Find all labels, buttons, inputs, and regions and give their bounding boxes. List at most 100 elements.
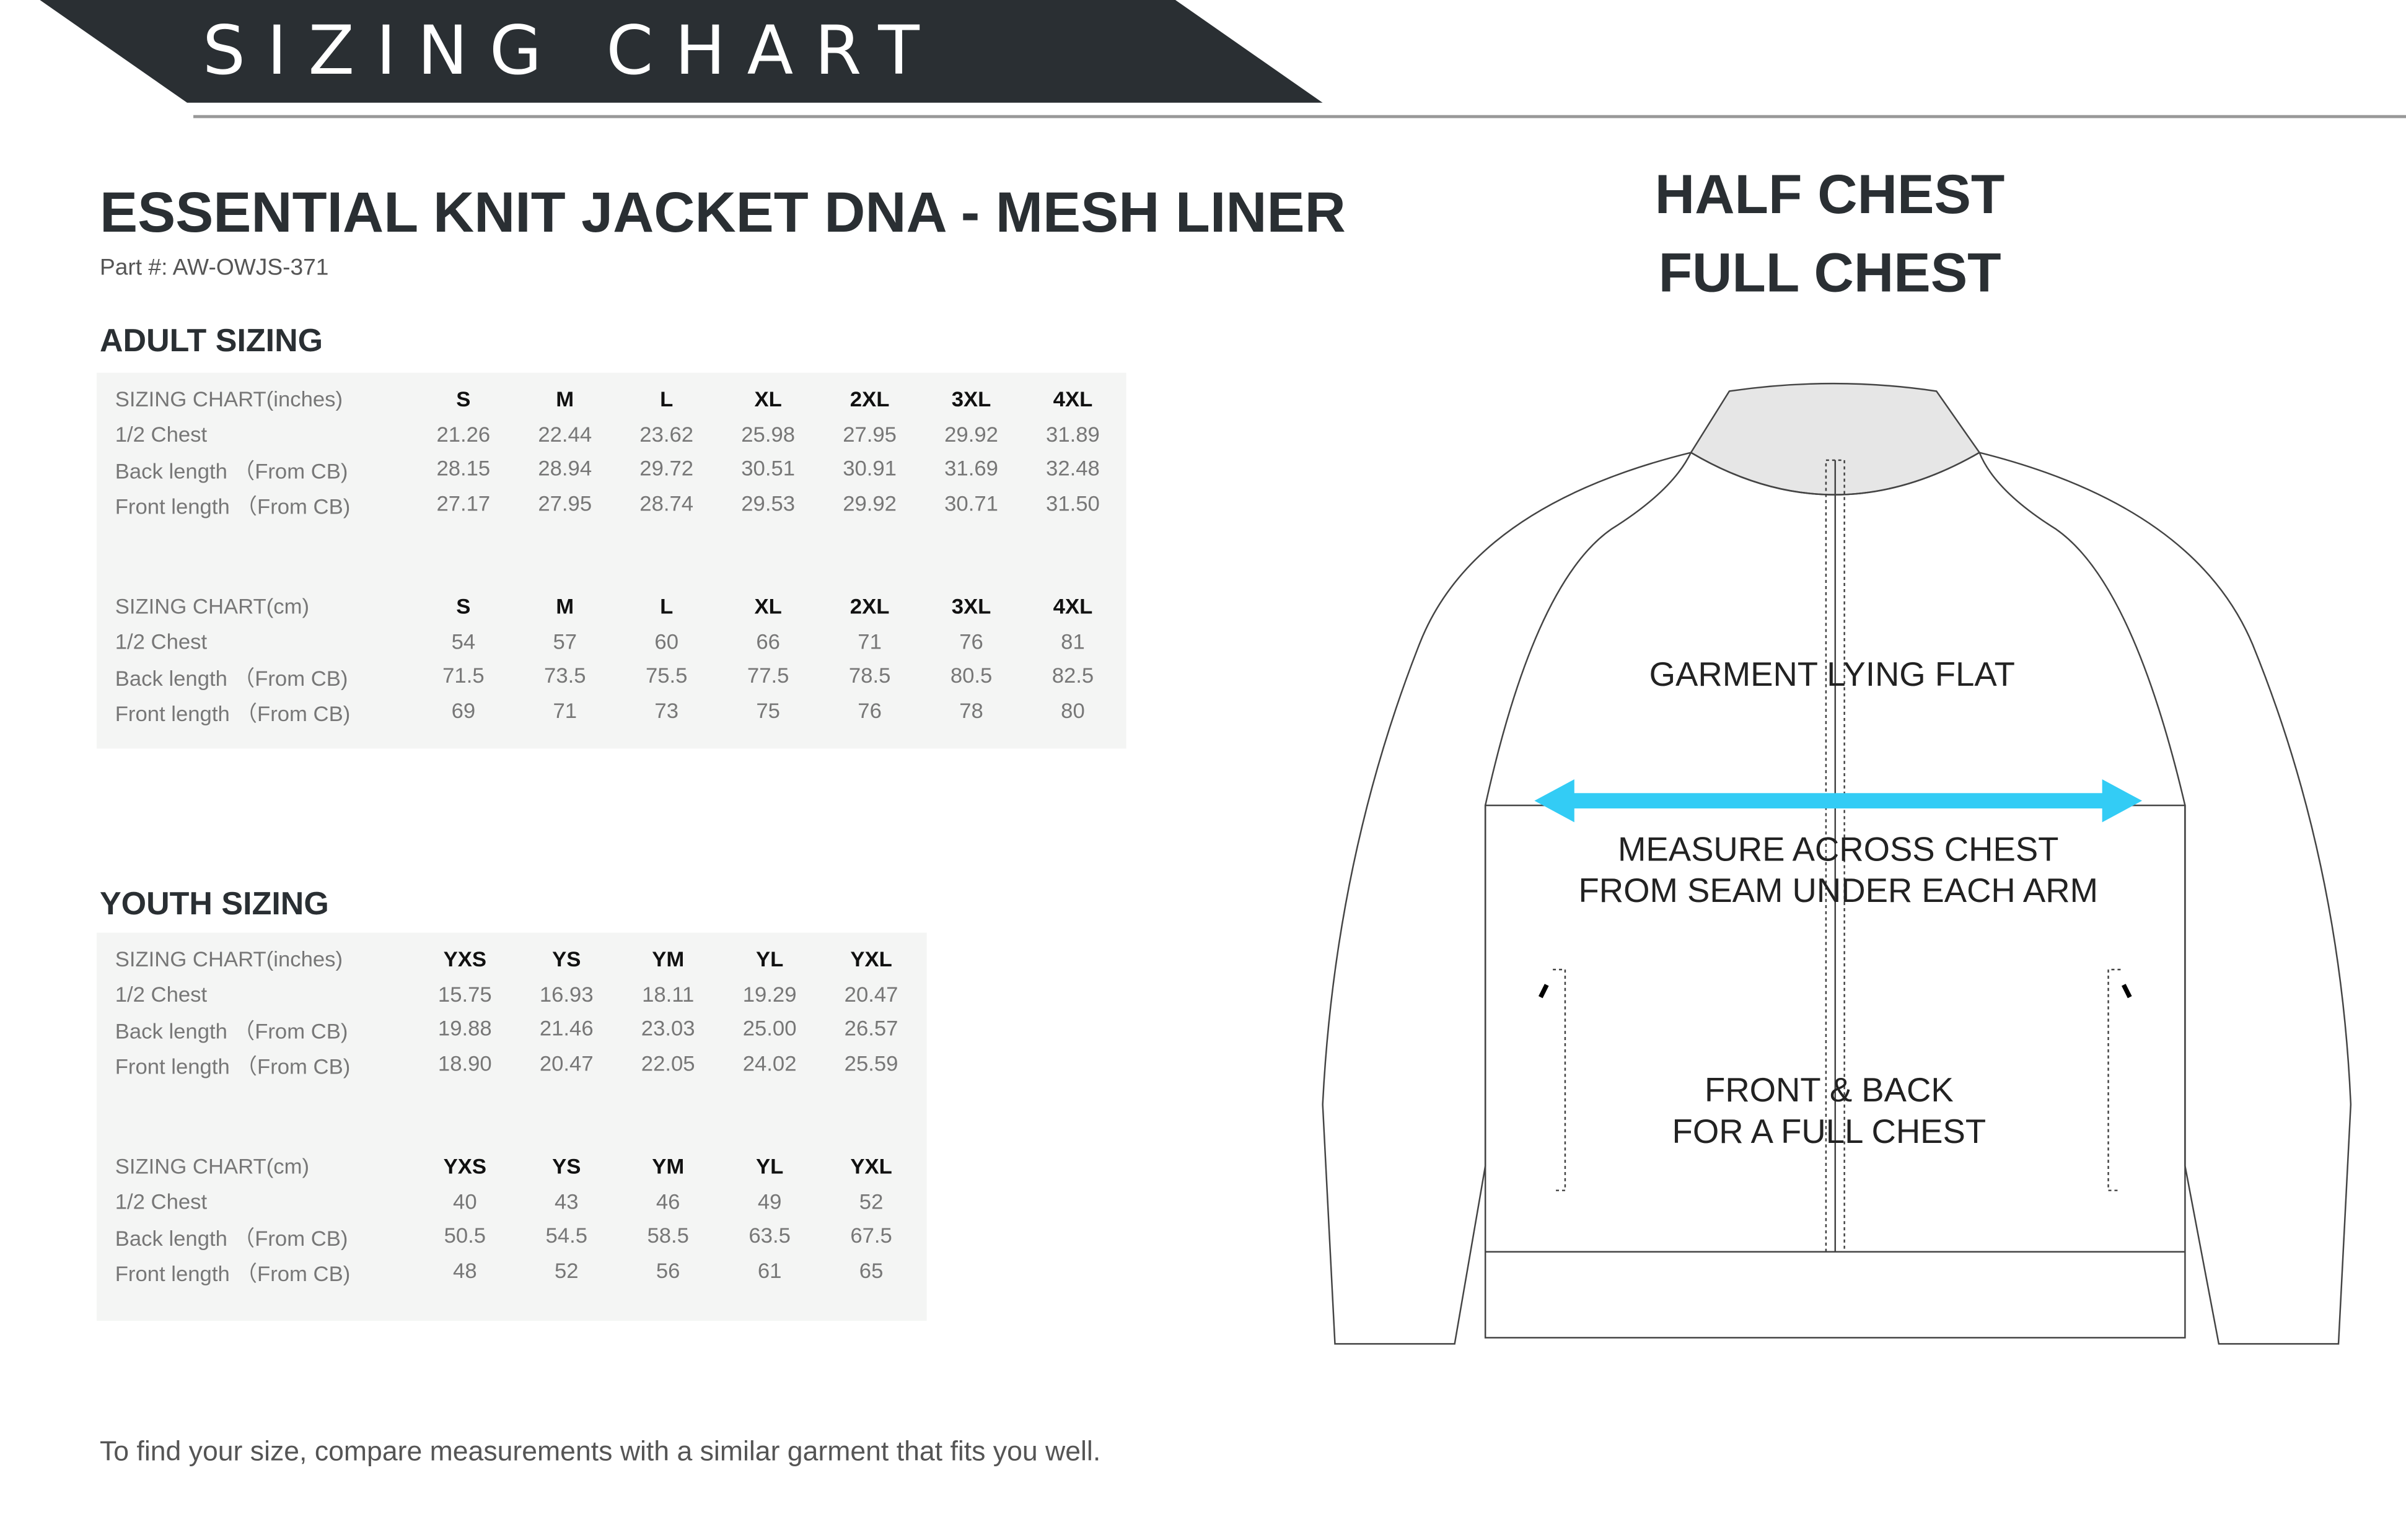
cell-value: 28.94 <box>538 455 592 481</box>
cell-value: 28.15 <box>436 455 491 481</box>
cell-value: 71 <box>858 628 882 653</box>
cell-value: 24.02 <box>742 1050 797 1075</box>
cell-value: 50.5 <box>444 1222 486 1248</box>
cell-value: 26.57 <box>844 1015 898 1040</box>
cell-value: 18.11 <box>642 981 695 1006</box>
size-header: YM <box>652 1153 685 1178</box>
divider <box>193 115 2406 118</box>
cell-value: 73.5 <box>544 662 586 688</box>
banner-title: SIZING CHART <box>202 12 941 91</box>
cell-value: 57 <box>553 628 577 653</box>
size-header: YXS <box>443 946 487 971</box>
note-line: FROM SEAM UNDER EACH ARM <box>1578 871 2098 910</box>
cell-value: 81 <box>1061 628 1085 653</box>
note-line: FRONT & BACK <box>1705 1070 1954 1109</box>
cell-value: 32.48 <box>1046 455 1100 481</box>
cell-value: 29.92 <box>944 421 998 446</box>
part-number: Part #: AW-OWJS-371 <box>99 255 329 281</box>
unit-label: SIZING CHART(cm) <box>115 593 310 618</box>
cell-value: 15.75 <box>437 981 492 1006</box>
cell-value: 75 <box>756 697 780 722</box>
cell-value: 22.05 <box>641 1050 695 1075</box>
cell-value: 52 <box>859 1188 884 1213</box>
note-measure-across: MEASURE ACROSS CHEST FROM SEAM UNDER EACH… <box>1455 828 2222 911</box>
cell-value: 20.47 <box>844 981 898 1006</box>
cell-value: 22.44 <box>538 421 592 446</box>
size-header: YM <box>652 946 685 971</box>
footer-note: To find your size, compare measurements … <box>99 1435 1101 1467</box>
row-label: Back length （From CB) <box>115 1018 348 1043</box>
size-header: L <box>660 593 674 618</box>
size-header: S <box>456 387 471 411</box>
cell-value: 19.29 <box>742 981 797 1006</box>
unit-label: SIZING CHART(inches) <box>115 387 343 411</box>
cell-value: 30.91 <box>843 455 897 481</box>
cell-value: 28.74 <box>639 490 694 515</box>
size-header: M <box>556 387 574 411</box>
cell-value: 49 <box>757 1188 782 1213</box>
cell-value: 48 <box>453 1257 477 1282</box>
cell-value: 69 <box>451 697 476 722</box>
row-label: 1/2 Chest <box>115 981 208 1006</box>
note-front-back: FRONT & BACK FOR A FULL CHEST <box>1446 1069 2213 1152</box>
size-header: 4XL <box>1053 387 1093 411</box>
size-header: YL <box>755 946 784 971</box>
cell-value: 30.51 <box>741 455 796 481</box>
cell-value: 65 <box>859 1257 884 1282</box>
cell-value: 78.5 <box>848 662 891 688</box>
cell-value: 27.17 <box>436 490 491 515</box>
size-header: YXS <box>443 1153 487 1178</box>
cell-value: 76 <box>959 628 983 653</box>
cell-value: 78 <box>959 697 983 722</box>
unit-label: SIZING CHART(inches) <box>115 946 343 971</box>
cell-value: 54 <box>451 628 476 653</box>
cell-value: 25.00 <box>742 1015 797 1040</box>
size-header: YS <box>552 946 581 971</box>
cell-value: 71.5 <box>442 662 485 688</box>
cell-value: 73 <box>654 697 678 722</box>
cell-value: 16.93 <box>539 981 594 1006</box>
cell-value: 31.89 <box>1046 421 1100 446</box>
cell-value: 58.5 <box>647 1222 689 1248</box>
cell-value: 20.47 <box>539 1050 594 1075</box>
cell-value: 18.90 <box>437 1050 492 1075</box>
size-header: 2XL <box>850 593 890 618</box>
size-header: YS <box>552 1153 581 1178</box>
size-header: L <box>660 387 674 411</box>
size-header: 4XL <box>1053 593 1093 618</box>
size-header: S <box>456 593 471 618</box>
cell-value: 29.72 <box>639 455 694 481</box>
cell-value: 56 <box>656 1257 680 1282</box>
size-header: 3XL <box>951 593 991 618</box>
adult-sizing-table: SIZING CHART(inches) S M L XL 2XL 3XL 4XL 1/2 Ch… <box>97 372 1126 749</box>
cell-value: 21.46 <box>539 1015 594 1040</box>
cell-value: 82.5 <box>1052 662 1094 688</box>
youth-sizing-table: SIZING CHART(inches) YXS YS YM YL YXL 1/2 Ches… <box>97 932 927 1321</box>
cell-value: 19.88 <box>437 1015 492 1040</box>
jacket-diagram <box>1322 382 2352 1345</box>
adult-heading: ADULT SIZING <box>99 323 323 359</box>
cell-value: 66 <box>756 628 780 653</box>
cell-value: 23.62 <box>639 421 694 446</box>
row-label: 1/2 Chest <box>115 421 208 446</box>
note-line: MEASURE ACROSS CHEST <box>1618 829 2059 868</box>
cell-value: 23.03 <box>641 1015 695 1040</box>
unit-label: SIZING CHART(cm) <box>115 1153 310 1178</box>
cell-value: 21.26 <box>436 421 491 446</box>
cell-value: 52 <box>554 1257 579 1282</box>
cell-value: 31.50 <box>1046 490 1100 515</box>
row-label: Front length （From CB) <box>115 700 351 725</box>
size-header: YL <box>755 1153 784 1178</box>
full-chest-title: FULL CHEST <box>1658 240 2001 304</box>
cell-value: 25.98 <box>741 421 796 446</box>
cell-value: 76 <box>858 697 882 722</box>
cell-value: 54.5 <box>545 1222 587 1248</box>
cell-value: 80.5 <box>950 662 993 688</box>
cell-value: 67.5 <box>850 1222 892 1248</box>
row-label: Back length （From CB) <box>115 458 348 484</box>
cell-value: 46 <box>656 1188 680 1213</box>
cell-value: 60 <box>654 628 678 653</box>
row-label: Back length （From CB) <box>115 665 348 691</box>
cell-value: 27.95 <box>538 490 592 515</box>
